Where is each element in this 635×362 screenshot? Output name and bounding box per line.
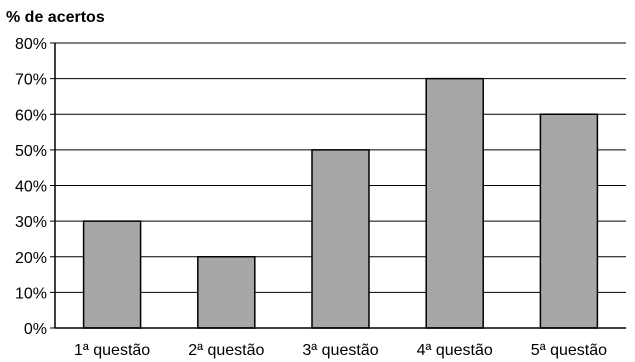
x-tick-label: 3ª questão (302, 342, 378, 359)
y-tick-label: 70% (15, 72, 47, 89)
x-tick-label: 4ª questão (417, 342, 493, 359)
bars (82, 77, 599, 329)
y-tick-label: 40% (15, 179, 47, 196)
y-tick-label: 50% (15, 143, 47, 160)
bar (539, 113, 599, 329)
axes (54, 43, 626, 329)
bar (197, 256, 256, 329)
y-tick-label: 10% (15, 285, 47, 302)
y-tick-label: 60% (15, 107, 47, 124)
x-tick-labels: 1ª questão 2ª questão 3ª questão 4ª questão… (74, 342, 607, 359)
bar (82, 220, 142, 329)
y-tick-label: 20% (15, 250, 47, 267)
y-tick-label: 80% (15, 36, 47, 53)
y-tick-label: 0% (24, 321, 47, 338)
bar (311, 149, 370, 329)
x-tick-label: 1ª questão (74, 342, 150, 359)
y-axis-title: % de acertos (6, 9, 105, 26)
x-tick-label: 2ª questão (188, 342, 264, 359)
bar (425, 77, 484, 329)
y-tick-label: 30% (15, 214, 47, 231)
x-tick-label: 5ª questão (531, 342, 607, 359)
y-tick-labels: 0% 10% 20% 30% 40% 50% 60% 70% 80% (15, 36, 47, 338)
